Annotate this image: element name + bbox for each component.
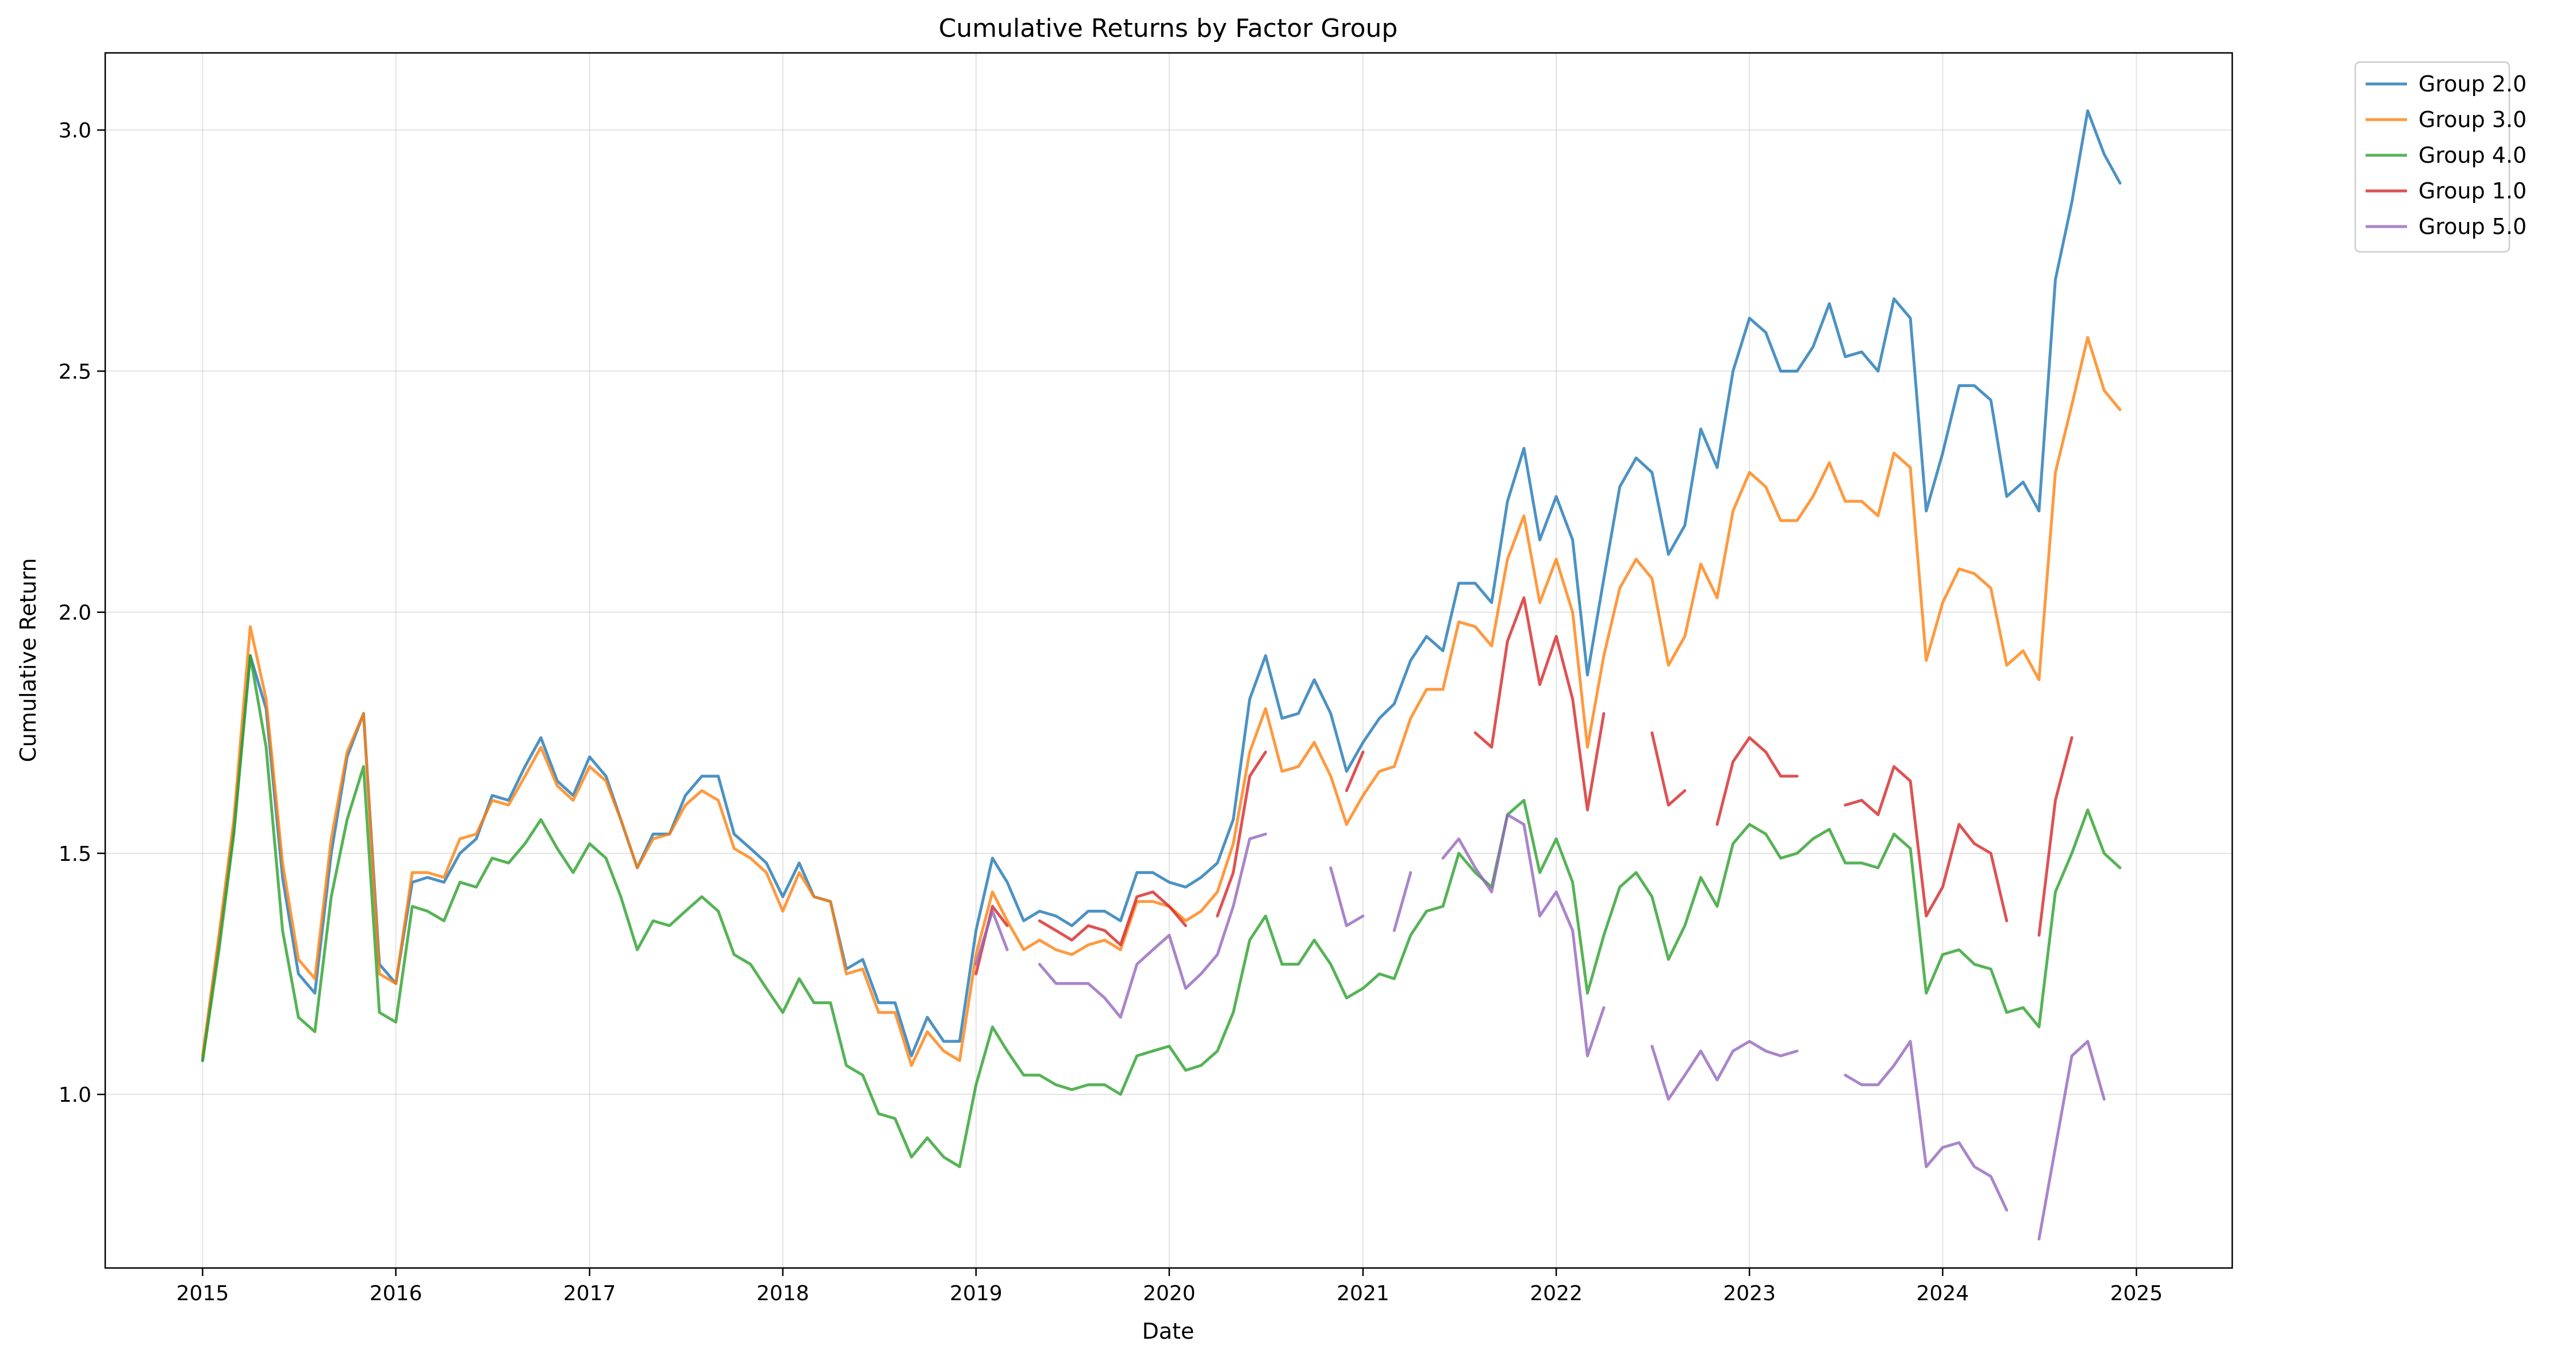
legend-box (2354, 61, 2510, 253)
legend-label: Group 3.0 (2418, 107, 2527, 132)
series-line-group-1-0 (974, 596, 2074, 975)
chart-title: Cumulative Returns by Factor Group (939, 14, 1398, 43)
x-axis-label: Date (1142, 1319, 1195, 1344)
series-line-group-3-0 (201, 336, 2122, 1067)
x-tick-label: 2021 (1337, 1282, 1389, 1305)
y-axis-label: Cumulative Return (16, 558, 41, 762)
x-tick-label: 2015 (176, 1282, 229, 1305)
y-tick-label: 2.0 (59, 602, 91, 625)
series-line-group-5-0 (974, 813, 2106, 1241)
x-tick-label: 2017 (563, 1282, 616, 1305)
y-tick-label: 1.5 (59, 842, 91, 866)
legend-label: Group 4.0 (2418, 143, 2527, 168)
x-tick-label: 2019 (950, 1282, 1003, 1305)
x-tick-label: 2025 (2110, 1282, 2163, 1305)
legend-label: Group 5.0 (2418, 214, 2527, 239)
x-axis: 2015 2016 2017 2018 2019 2020 2021 2022 2023 2024… (176, 1268, 2163, 1305)
series-lines (201, 109, 2122, 1241)
series-line-group-2-0 (201, 109, 2122, 1062)
x-tick-label: 2018 (757, 1282, 809, 1305)
x-tick-label: 2020 (1143, 1282, 1196, 1305)
legend-label: Group 2.0 (2418, 71, 2527, 97)
y-axis: 1.0 1.5 2.0 2.5 3.0 (59, 119, 105, 1107)
x-tick-label: 2022 (1530, 1282, 1583, 1305)
legend-label: Group 1.0 (2418, 178, 2527, 204)
x-tick-label: 2023 (1723, 1282, 1776, 1305)
grid (105, 53, 2232, 1268)
y-tick-label: 2.5 (59, 360, 91, 384)
y-tick-label: 3.0 (59, 119, 91, 143)
series-line-group-4-0 (201, 654, 2122, 1169)
x-tick-label: 2024 (1916, 1282, 1969, 1305)
y-tick-label: 1.0 (59, 1083, 91, 1107)
legend: Group 2.0 Group 3.0 Group 4.0 Group 1.0 Grou… (2354, 61, 2527, 253)
x-tick-label: 2016 (370, 1282, 423, 1305)
